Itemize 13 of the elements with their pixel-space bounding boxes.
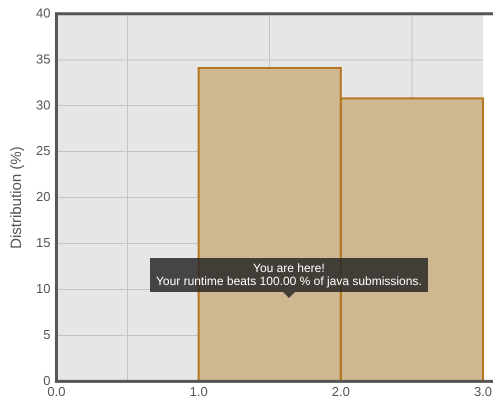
y-tick-label: 40 xyxy=(36,5,50,20)
y-tick-label: 5 xyxy=(43,327,50,342)
y-tick-label: 20 xyxy=(36,189,50,204)
annotation: You are here! Your runtime beats 100.00 % of java submissions. xyxy=(150,258,428,292)
y-tick-label: 30 xyxy=(36,97,50,112)
x-tick-label: 2.0 xyxy=(332,384,350,399)
y-tick-label: 15 xyxy=(36,235,50,250)
y-axis-title: Distribution (%) xyxy=(8,146,26,249)
y-tick-label: 35 xyxy=(36,51,50,66)
y-tick-label: 25 xyxy=(36,143,50,158)
x-tick-label: 3.0 xyxy=(474,384,492,399)
x-tick-label: 1.0 xyxy=(190,384,208,399)
y-tick-label: 10 xyxy=(36,281,50,296)
